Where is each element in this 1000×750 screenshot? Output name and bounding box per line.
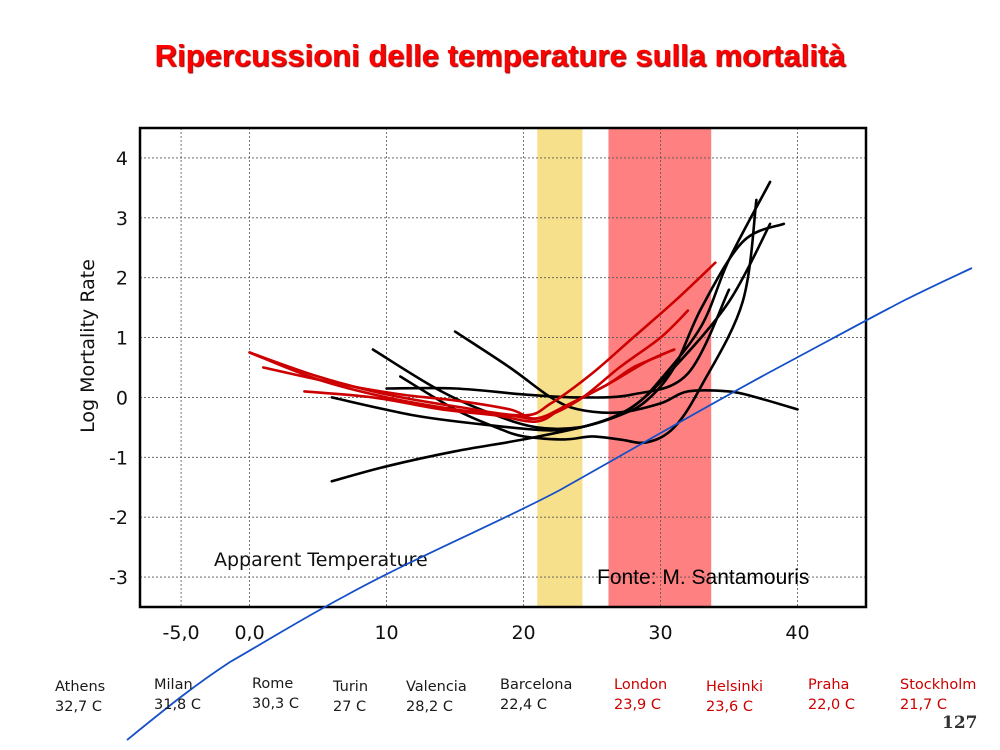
- mortality-curves: [248, 180, 799, 483]
- x-tick-label: 10: [374, 622, 398, 644]
- curve-red-3: [303, 354, 662, 423]
- city-label: Valencia 28,2 C: [406, 677, 467, 717]
- curve-black-7: [399, 198, 758, 445]
- city-name: Barcelona: [500, 677, 573, 693]
- y-tick-label: 4: [116, 148, 128, 170]
- city-name: Milan: [154, 677, 193, 693]
- y-tick-label: -3: [109, 567, 128, 589]
- city-label: London 23,9 C: [614, 675, 667, 715]
- curve-black-6: [371, 222, 786, 431]
- temperature-band-1: [608, 128, 712, 607]
- page-number: 127: [942, 713, 978, 733]
- x-tick-label: -5,0: [163, 622, 200, 644]
- city-temperature: 22,0 C: [808, 697, 856, 713]
- temperature-bands: [537, 128, 712, 607]
- y-axis-label: Log Mortality Rate: [77, 259, 99, 433]
- curve-black-8: [453, 330, 799, 415]
- curve-black-9: [385, 288, 731, 399]
- city-label: Stockholm 21,7 C: [900, 675, 976, 715]
- city-name: Valencia: [406, 679, 467, 695]
- city-name: London: [614, 677, 668, 693]
- city-temperature: 23,9 C: [614, 697, 662, 713]
- slide-title: Ripercussioni delle temperature sulla mo…: [154, 38, 846, 73]
- city-temperature: 21,7 C: [900, 697, 948, 713]
- city-label: Rome 30,3 C: [252, 674, 299, 714]
- city-name: Athens: [55, 679, 106, 695]
- city-temperature: 27 C: [333, 699, 367, 715]
- city-label: Barcelona 22,4 C: [500, 675, 572, 715]
- city-name: Helsinki: [706, 679, 764, 695]
- city-temperature: 22,4 C: [500, 697, 548, 713]
- y-tick-label: 3: [116, 208, 128, 230]
- city-label: Turin 27 C: [333, 677, 368, 717]
- y-tick-label: 0: [116, 387, 128, 409]
- y-tick-label: 1: [116, 328, 128, 350]
- blue-trend-line: [126, 267, 973, 741]
- city-label: Praha 22,0 C: [808, 675, 855, 715]
- curve-red-1: [262, 309, 690, 420]
- city-label: Helsinki 23,6 C: [706, 677, 763, 717]
- x-tick-label: 40: [785, 622, 809, 644]
- city-temperature: 23,6 C: [706, 699, 754, 715]
- city-name: Praha: [808, 677, 850, 693]
- city-name: Stockholm: [900, 677, 977, 693]
- y-tick-label: -1: [109, 447, 128, 469]
- city-temperature: 28,2 C: [406, 699, 454, 715]
- x-tick-label: 30: [648, 622, 672, 644]
- city-temperature: 31,8 C: [154, 697, 202, 713]
- x-tick-label: 20: [511, 622, 535, 644]
- chart-grid: [140, 128, 866, 607]
- city-temperature: 32,7 C: [55, 699, 103, 715]
- temperature-band-0: [537, 128, 583, 607]
- city-label: Athens 32,7 C: [55, 677, 105, 717]
- y-tick-labels: 4 3 2 1 0 -1 -2 -3: [109, 148, 128, 589]
- x-tick-label: 0,0: [234, 622, 264, 644]
- city-name: Rome: [252, 676, 294, 692]
- x-axis-label: Apparent Temperature: [214, 549, 428, 571]
- city-temperature: 30,3 C: [252, 696, 300, 712]
- city-label: Milan 31,8 C: [154, 675, 201, 715]
- city-name: Turin: [333, 679, 369, 695]
- y-tick-label: 2: [116, 268, 128, 290]
- plot-frame: [138, 126, 868, 609]
- y-tick-label: -2: [109, 507, 128, 529]
- x-tick-labels: -5,0 0,0 10 20 30 40: [163, 622, 810, 644]
- source-note: Fonte: M. Santamouris: [597, 566, 809, 589]
